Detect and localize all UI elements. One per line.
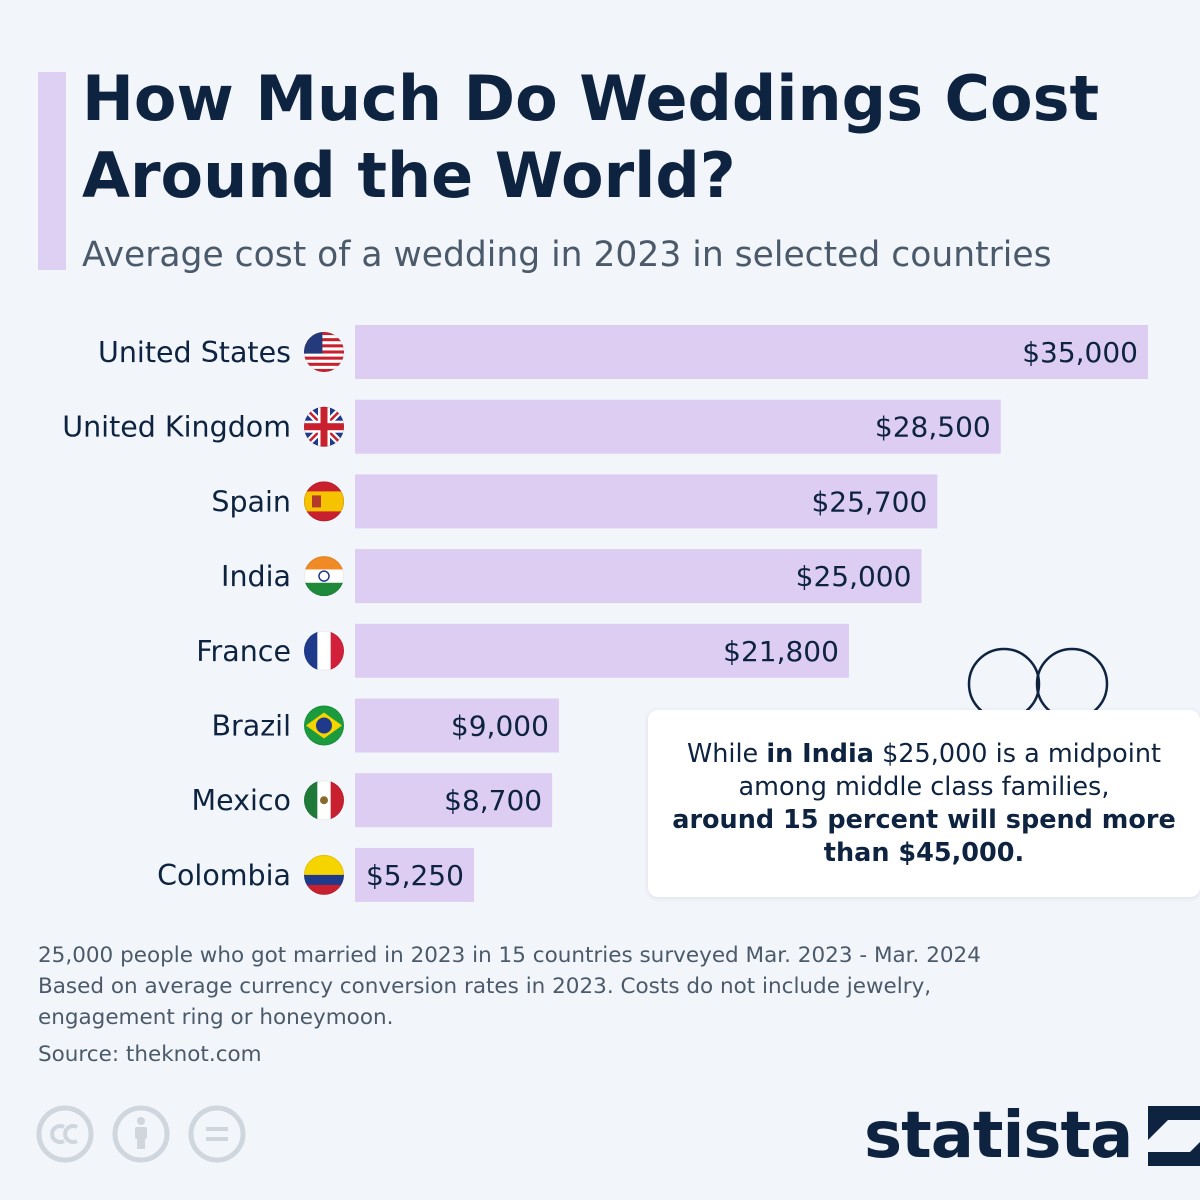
title-line-2: Around the World? — [82, 139, 736, 212]
callout-bold-spend: around 15 percent will spend more than $… — [672, 805, 1176, 868]
chart-row: $5,250 Colombia — [157, 847, 474, 902]
chart-row: $8,700 Mexico — [191, 773, 553, 828]
bar-brazil — [355, 698, 559, 753]
bar-mexico — [355, 773, 553, 828]
footnote-line-2: Based on average currency conversion rat… — [38, 974, 932, 999]
value-label: $9,000 — [451, 710, 549, 743]
value-label: $28,500 — [875, 411, 991, 444]
category-label: United States — [98, 336, 291, 369]
colombia-flag-icon — [304, 854, 344, 895]
bar-colombia — [355, 847, 474, 902]
callout-bold-india: in India — [766, 739, 874, 769]
no-derivatives-icon[interactable] — [188, 1105, 246, 1163]
bar-france — [355, 623, 849, 678]
value-label: $5,250 — [366, 859, 464, 892]
category-label: India — [221, 560, 291, 593]
category-label: France — [196, 635, 291, 668]
source-note: Source: theknot.com — [38, 1042, 262, 1067]
value-label: $8,700 — [444, 784, 542, 817]
statista-logo-icon — [1148, 1106, 1200, 1166]
footnotes: 25,000 people who got married in 2023 in… — [38, 940, 1178, 1033]
mexico-flag-icon — [304, 780, 344, 821]
chart-row: $25,000 India — [221, 549, 922, 604]
category-label: Colombia — [157, 859, 291, 892]
france-flag-icon — [304, 630, 344, 671]
chart-row: $35,000 United States — [98, 325, 1148, 379]
page-title: How Much Do Weddings Cost Around the Wor… — [82, 60, 1182, 214]
statista-wordmark: statista — [864, 1099, 1133, 1173]
value-label: $25,000 — [796, 560, 912, 593]
chart-row: $21,800 France — [196, 623, 849, 678]
value-label: $35,000 — [1022, 336, 1138, 369]
page-subtitle: Average cost of a wedding in 2023 in sel… — [82, 235, 1052, 275]
cc-icon[interactable] — [36, 1105, 94, 1163]
footnote-line-3: engagement ring or honeymoon. — [38, 1005, 394, 1030]
footnote-line-1: 25,000 people who got married in 2023 in… — [38, 943, 981, 968]
category-label: Spain — [211, 485, 291, 518]
license-icons — [36, 1105, 246, 1163]
chart-row: $28,500 United Kingdom — [62, 399, 1001, 454]
bar-spain — [355, 474, 938, 529]
brazil-flag-icon — [304, 705, 344, 746]
chart-row: $9,000 Brazil — [211, 698, 559, 753]
statista-brand[interactable]: statista — [864, 1100, 1200, 1172]
value-label: $25,700 — [811, 485, 927, 518]
title-accent-bar — [38, 72, 66, 270]
us-flag-icon — [304, 332, 344, 372]
bar-united-states — [355, 325, 1148, 379]
category-label: United Kingdom — [62, 411, 291, 444]
uk-flag-icon — [304, 406, 344, 447]
attribution-icon[interactable] — [112, 1105, 170, 1163]
category-label: Brazil — [211, 710, 291, 743]
india-flag-icon — [304, 556, 344, 597]
bar-united-kingdom — [355, 399, 1001, 454]
value-label: $21,800 — [723, 635, 839, 668]
category-label: Mexico — [191, 784, 291, 817]
india-callout: While in India $25,000 is a midpoint amo… — [648, 710, 1200, 897]
title-line-1: How Much Do Weddings Cost — [82, 62, 1100, 135]
spain-flag-icon — [304, 481, 344, 522]
bar-india — [355, 549, 922, 604]
chart-row: $25,700 Spain — [211, 474, 938, 529]
